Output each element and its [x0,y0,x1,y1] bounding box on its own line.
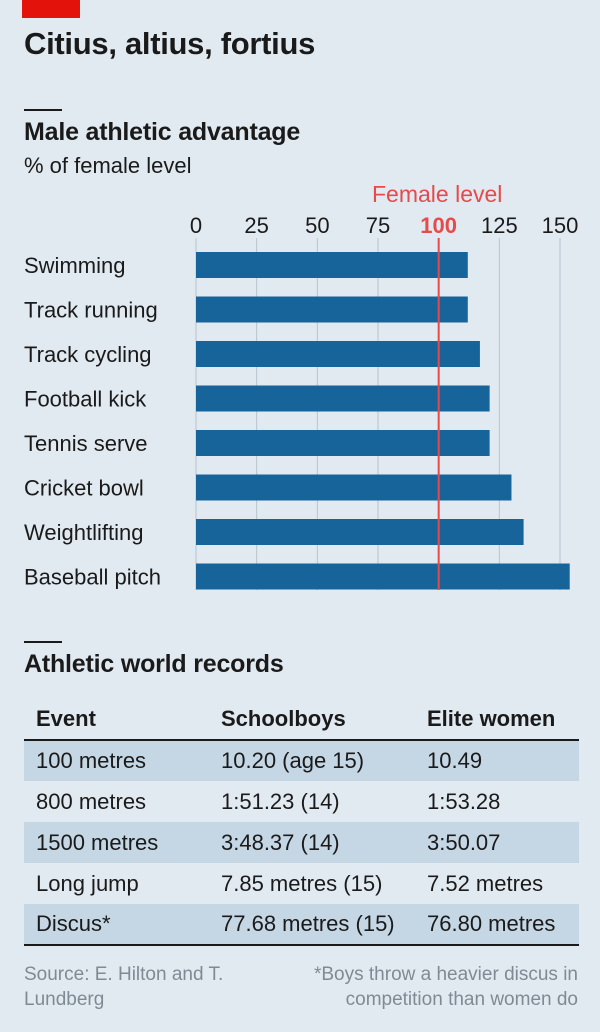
footnote: *Boys throw a heavier discus in competit… [313,964,578,1010]
brand-tab [22,0,80,18]
bar [196,296,468,323]
cell-schoolboys: 1:51.23 (14) [221,788,340,814]
category-label: Swimming [24,253,125,278]
source-note: Source: E. Hilton and T. Lundberg [24,964,224,1010]
table-row: 1500 metres 3:48.37 (14) 3:50.07 [24,822,579,863]
category-label: Weightlifting [24,520,143,545]
table-row: Long jump 7.85 metres (15) 7.52 metres [24,863,579,904]
cell-event: 100 metres [24,740,209,781]
bar [196,474,512,501]
cell-elite-women: 76.80 metres [415,904,579,946]
category-label: Football kick [24,387,147,412]
header-elite-women: Elite women [415,698,579,741]
bar [196,341,480,367]
category-label: Cricket bowl [24,476,144,501]
bar [196,385,490,412]
table-header-row: Event Schoolboys Elite women [24,698,579,741]
bar-chart: 0 25 50 75 100 125 150 Swimming Track running Tra… [24,213,579,590]
header-event: Event [24,698,209,741]
tick-label: 50 [305,213,329,238]
cell-elite-women: 1:53.28 [427,788,501,814]
table-row: 100 metres 10.20 (age 15) 10.49 [24,740,579,781]
cell-schoolboys: 7.85 metres (15) [221,870,383,896]
page-title: Citius, altius, fortius [24,26,316,61]
cell-elite-women: 10.49 [415,740,579,781]
cell-event: Long jump [36,870,139,896]
cell-event: 800 metres [36,788,147,814]
cell-schoolboys: 3:48.37 (14) [209,822,415,863]
cell-event: Discus* [24,904,209,946]
cell-event: 1500 metres [24,822,209,863]
category-label: Tennis serve [24,431,148,456]
cell-schoolboys: 10.20 (age 15) [209,740,415,781]
category-label: Track running [24,298,158,323]
header-schoolboys: Schoolboys [209,698,415,741]
table-title: Athletic world records [24,650,284,678]
chart-subtitle: % of female level [24,153,192,178]
cell-schoolboys: 77.68 metres (15) [209,904,415,946]
chart-title: Male athletic advantage [24,118,301,146]
cell-elite-women: 3:50.07 [415,822,579,863]
cell-elite-women: 7.52 metres [427,870,544,896]
tick-label: 25 [244,213,268,238]
records-table: Event Schoolboys Elite women 100 metres … [24,698,579,946]
bar [196,430,490,456]
category-label: Track cycling [24,342,152,367]
tick-label: 125 [481,213,518,238]
tick-label: 100 [420,213,457,238]
table-row: Discus* 77.68 metres (15) 76.80 metres [24,904,579,946]
section-rule [24,641,62,643]
bar [196,252,468,278]
category-label: Baseball pitch [24,565,161,590]
tick-label: 75 [366,213,390,238]
table-row: 800 metres 1:51.23 (14) 1:53.28 [24,781,579,822]
female-level-label: Female level [372,181,503,207]
bar [196,563,570,590]
tick-label: 150 [542,213,579,238]
section-rule [24,109,62,111]
bar [196,519,524,545]
tick-label: 0 [190,213,202,238]
